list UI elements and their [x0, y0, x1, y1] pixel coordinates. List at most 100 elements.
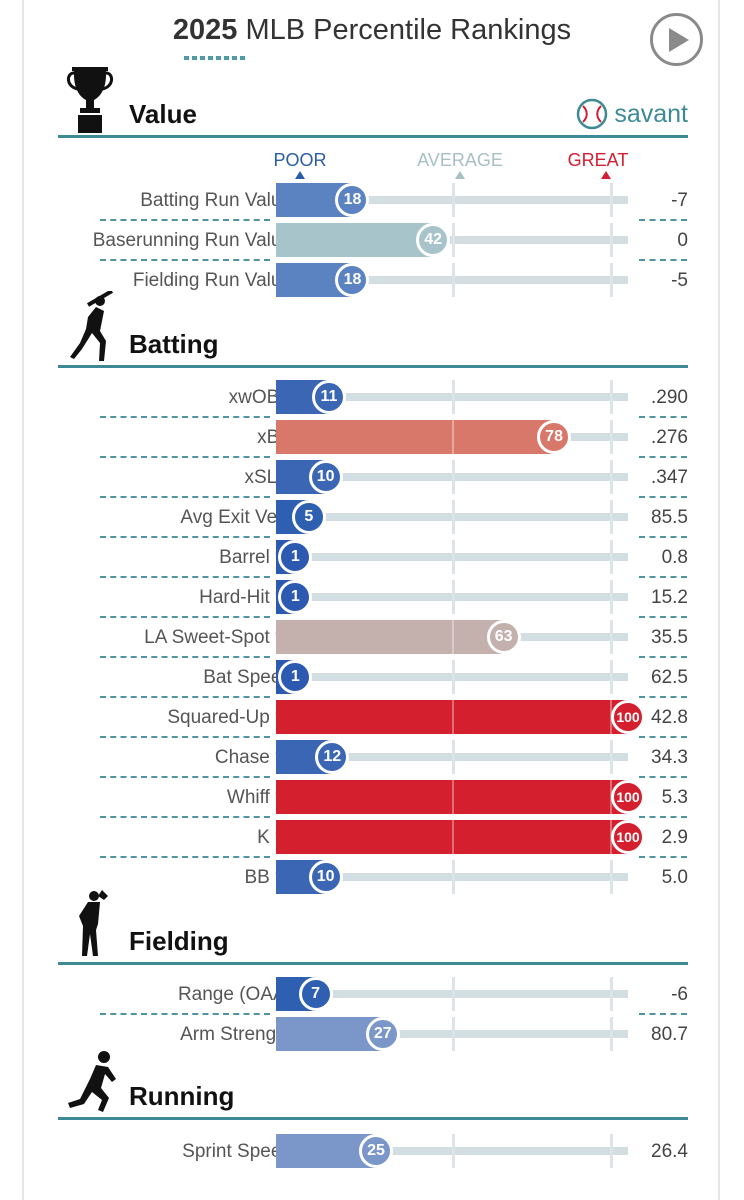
- metric-label: Fielding Run Value: [132, 270, 292, 291]
- savant-logo[interactable]: savant: [576, 98, 688, 130]
- metric-row[interactable]: Squared-Up % 100 42.8: [24, 698, 718, 738]
- metric-value: 42.8: [651, 707, 688, 728]
- metric-label: Whiff %: [226, 787, 292, 808]
- scale-average-marker: [455, 171, 465, 179]
- percentile-bar: [276, 700, 628, 734]
- metric-row[interactable]: K % 100 2.9: [24, 818, 718, 858]
- row-divider: [639, 259, 687, 261]
- metric-label: Squared-Up %: [167, 707, 292, 728]
- track-tick: [452, 500, 455, 534]
- metric-label: Barrel %: [219, 547, 292, 568]
- metric-row[interactable]: Hard-Hit % 1 15.2: [24, 578, 718, 618]
- metric-value: -6: [671, 984, 688, 1005]
- metric-value: 35.5: [651, 627, 688, 648]
- metric-value: 0: [677, 230, 688, 251]
- header: 2025 MLB Percentile Rankings: [0, 0, 744, 70]
- metric-row[interactable]: xSLG 10.347: [24, 458, 718, 498]
- track-tick: [452, 380, 455, 414]
- metric-row[interactable]: Chase % 12 34.3: [24, 738, 718, 778]
- metric-row[interactable]: BB % 10 5.0: [24, 858, 718, 896]
- scale-great-label: GREAT: [567, 150, 629, 170]
- title-underline: [184, 56, 245, 60]
- section-batting-title: Batting: [129, 329, 219, 359]
- track-tick: [610, 580, 614, 614]
- row-divider: [639, 776, 687, 778]
- percentile-badge: 63: [486, 620, 521, 654]
- metric-row[interactable]: Whiff % 100 5.3: [24, 778, 718, 818]
- percentile-badge: 100: [611, 780, 645, 814]
- metric-value: -5: [671, 270, 688, 291]
- row-divider: [100, 416, 270, 418]
- track-tick: [610, 1017, 614, 1051]
- metric-label: Arm Strength: [180, 1024, 292, 1045]
- metric-value: .290: [651, 387, 688, 408]
- row-divider: [639, 1013, 687, 1015]
- row-divider: [639, 656, 687, 658]
- percentile-badge: 42: [416, 223, 451, 257]
- play-button[interactable]: [650, 13, 703, 66]
- row-divider: [100, 696, 270, 698]
- metric-value: 5.3: [661, 787, 688, 808]
- row-divider: [639, 736, 687, 738]
- metric-row[interactable]: xBA 78.276: [24, 418, 718, 458]
- track-tick: [610, 740, 614, 774]
- track-tick: [452, 740, 455, 774]
- percentile-badge: 10: [308, 860, 343, 894]
- metric-value: .276: [651, 427, 688, 448]
- metric-row[interactable]: LA Sweet-Spot % 63 35.5: [24, 618, 718, 658]
- row-divider: [639, 456, 687, 458]
- track-tick: [610, 977, 614, 1011]
- percentile-badge: 1: [278, 580, 313, 614]
- metric-row[interactable]: Sprint Speed 25 26.4: [24, 1132, 718, 1170]
- scale-poor-marker: [295, 171, 305, 179]
- row-divider: [639, 219, 687, 221]
- row-divider: [100, 776, 270, 778]
- metric-value: 5.0: [661, 867, 688, 888]
- frame-left: [22, 0, 24, 1200]
- metric-label: Hard-Hit %: [199, 587, 292, 608]
- metric-row[interactable]: Range (OAA) 7 -6: [24, 975, 718, 1015]
- percentile-badge: 12: [315, 740, 350, 774]
- section-fielding-title: Fielding: [129, 926, 229, 956]
- metric-label: LA Sweet-Spot %: [144, 627, 292, 648]
- metric-row[interactable]: Barrel % 1 0.8: [24, 538, 718, 578]
- metric-value: 15.2: [651, 587, 688, 608]
- track-tick: [452, 1134, 455, 1168]
- row-divider: [100, 536, 270, 538]
- track-tick: [452, 183, 455, 217]
- row-divider: [100, 496, 270, 498]
- row-divider: [639, 536, 687, 538]
- metric-row[interactable]: xwOBA 11.290: [24, 378, 718, 418]
- row-divider: [639, 496, 687, 498]
- savant-wordmark: savant: [614, 99, 688, 128]
- metric-row[interactable]: Bat Speed 1 62.5: [24, 658, 718, 698]
- metric-row[interactable]: Baserunning Run Value 42 0: [24, 221, 718, 261]
- percentile-badge: 25: [359, 1134, 393, 1168]
- metric-label: Bat Speed: [203, 667, 292, 688]
- metric-label: Baserunning Run Value: [92, 230, 292, 251]
- track-tick: [610, 460, 614, 494]
- metric-row[interactable]: Batting Run Value 18 -7: [24, 181, 718, 221]
- runner-icon: [66, 1049, 120, 1120]
- track-tick: [452, 223, 455, 257]
- metric-row[interactable]: Arm Strength 27 80.7: [24, 1015, 718, 1053]
- metric-value: 85.5: [651, 507, 688, 528]
- percentile-badge: 1: [278, 540, 313, 574]
- row-divider: [100, 219, 270, 221]
- metric-row[interactable]: Avg Exit Velo 5 85.5: [24, 498, 718, 538]
- track-tick: [610, 500, 614, 534]
- metric-row[interactable]: Fielding Run Value 18 -5: [24, 261, 718, 299]
- track-tick: [452, 660, 455, 694]
- track-tick: [452, 263, 455, 297]
- percentile-bar: [276, 223, 434, 257]
- play-icon: [669, 27, 689, 52]
- percentile-badge: 78: [537, 420, 572, 454]
- track-tick: [452, 1017, 455, 1051]
- title-year: 2025: [172, 14, 238, 46]
- row-divider: [100, 616, 270, 618]
- metric-value: 2.9: [661, 827, 688, 848]
- fielder-icon: [66, 888, 110, 965]
- track-tick: [452, 860, 455, 894]
- row-divider: [639, 416, 687, 418]
- row-divider: [100, 816, 270, 818]
